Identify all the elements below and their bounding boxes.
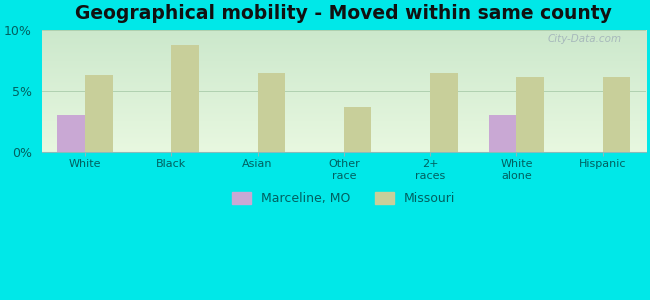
- Bar: [57, 116, 85, 152]
- Bar: [257, 73, 285, 152]
- Bar: [489, 116, 516, 152]
- Text: City-Data.com: City-Data.com: [547, 34, 621, 44]
- Title: Geographical mobility - Moved within same county: Geographical mobility - Moved within sam…: [75, 4, 612, 23]
- Bar: [85, 75, 112, 152]
- Bar: [603, 76, 630, 152]
- Bar: [344, 107, 371, 152]
- Bar: [516, 76, 544, 152]
- Legend: Marceline, MO, Missouri: Marceline, MO, Missouri: [228, 188, 459, 209]
- Bar: [171, 45, 199, 152]
- Bar: [430, 73, 458, 152]
